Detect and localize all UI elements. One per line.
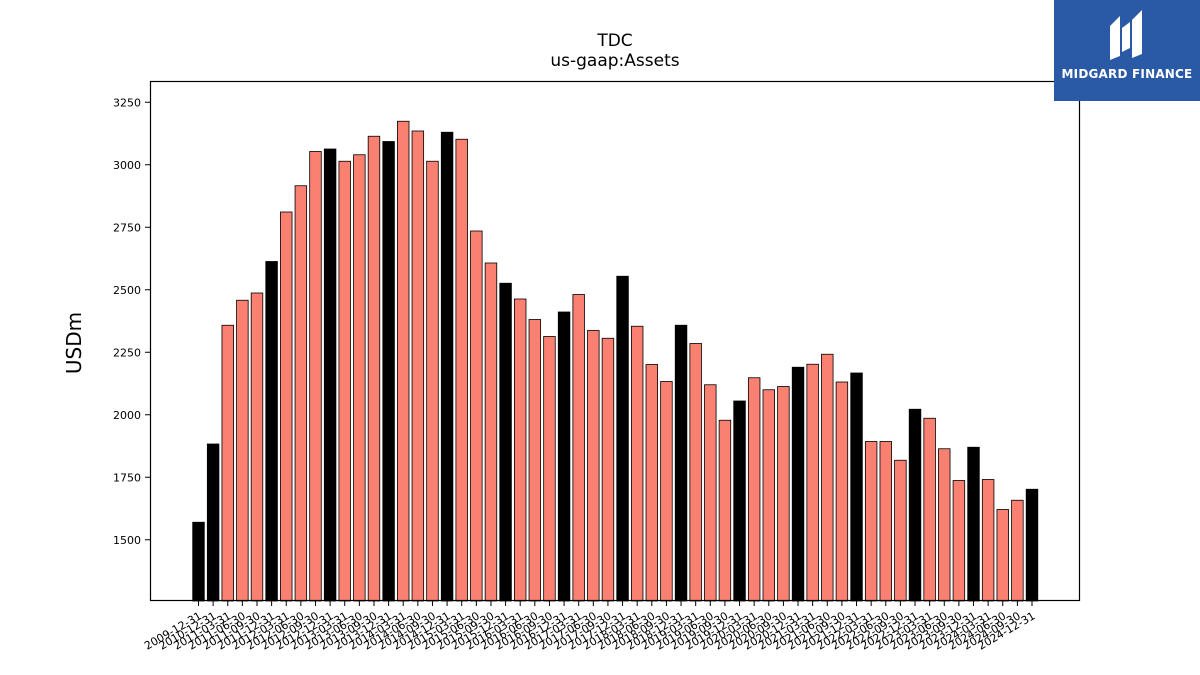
bar-2016-03-31 [514,298,527,602]
bar-2011-12-31 [265,261,278,602]
bar-2015-12-31 [499,282,512,602]
x-axis: 2009-12-312010-12-312011-03-312011-06-30… [142,601,1038,653]
bar-2017-12-31 [616,275,629,602]
y-tick-label: 3250 [113,96,141,109]
bar-2023-09-30 [952,480,966,602]
bar-2024-06-30 [996,509,1009,602]
bars-group [192,120,1039,602]
bar-2010-12-31 [206,443,220,602]
y-tick-label: 2500 [113,284,141,297]
bar-2021-12-31 [850,372,863,602]
bar-2017-03-31 [572,294,585,602]
bar-2018-12-31 [674,324,688,602]
bar-2019-06-30 [704,384,717,602]
bar-2022-12-31 [908,408,922,602]
bar-2020-06-30 [762,389,775,602]
bar-2014-12-31 [440,131,454,602]
bar-2021-06-30 [821,353,834,602]
bar-2014-06-30 [411,130,425,602]
bar-2023-12-31 [967,446,980,602]
bar-2013-09-30 [367,135,381,602]
bar-2024-03-31 [981,479,995,602]
bar-2023-03-31 [923,417,936,602]
bar-2020-09-30 [777,386,790,602]
bar-2014-09-30 [426,160,439,602]
bar-2013-03-31 [338,160,351,602]
bar-2016-12-31 [557,311,571,602]
bar-2014-03-31 [397,120,410,602]
bar-2018-03-31 [630,325,644,602]
y-tick-label: 1500 [113,534,141,547]
bar-2018-06-30 [645,364,659,602]
bar-2012-12-31 [323,148,337,602]
bar-2011-03-31 [221,324,234,602]
bar-2019-12-31 [733,400,746,602]
y-tick-label: 3000 [113,159,141,172]
bar-2012-09-30 [309,151,322,602]
bar-2019-03-31 [689,343,702,602]
chart-subtitle: us-gaap:Assets [550,51,680,71]
logo-text: MIDGARD FINANCE [1061,67,1193,81]
bar-2024-09-30 [1011,499,1024,602]
bar-2018-09-30 [660,381,673,602]
bar-2011-06-30 [236,299,249,602]
bar-2022-06-30 [879,441,892,602]
bar-2022-03-31 [864,441,878,602]
bar-2015-06-30 [470,230,483,602]
y-axis: 1500 1750 2000 2250 2500 2750 3000 3250 [113,96,150,547]
bar-2021-03-31 [806,363,819,602]
bar-2012-06-30 [294,185,308,602]
y-tick-label: 2250 [113,346,141,359]
bar-2016-06-30 [528,319,542,602]
bar-2016-09-30 [543,336,556,602]
bar-2019-09-30 [718,419,732,602]
bar-2012-03-31 [280,211,293,602]
bar-2013-06-30 [353,154,366,602]
bar-2015-09-30 [484,262,498,602]
bar-2023-06-30 [938,448,951,602]
bar-2022-09-30 [894,459,907,602]
bar-2011-09-30 [250,292,264,602]
y-tick-label: 1750 [113,471,141,484]
chart-title: TDC [597,31,633,51]
y-tick-label: 2000 [113,409,141,422]
bar-2020-12-31 [791,366,805,602]
bar-2017-06-30 [587,330,600,602]
logo-mark-icon [1110,10,1142,60]
bar-2015-03-31 [455,138,468,602]
bar-2013-12-31 [382,141,395,602]
bar-2020-03-31 [747,377,761,602]
bar-2024-12-31 [1025,488,1039,602]
bar-2021-09-30 [835,381,849,602]
plot-frame [149,80,1081,602]
y-tick-label: 2750 [113,221,141,234]
bar-2009-12-31 [192,521,205,602]
brand-logo: MIDGARD FINANCE [1054,0,1200,101]
bar-2017-09-30 [601,337,615,602]
